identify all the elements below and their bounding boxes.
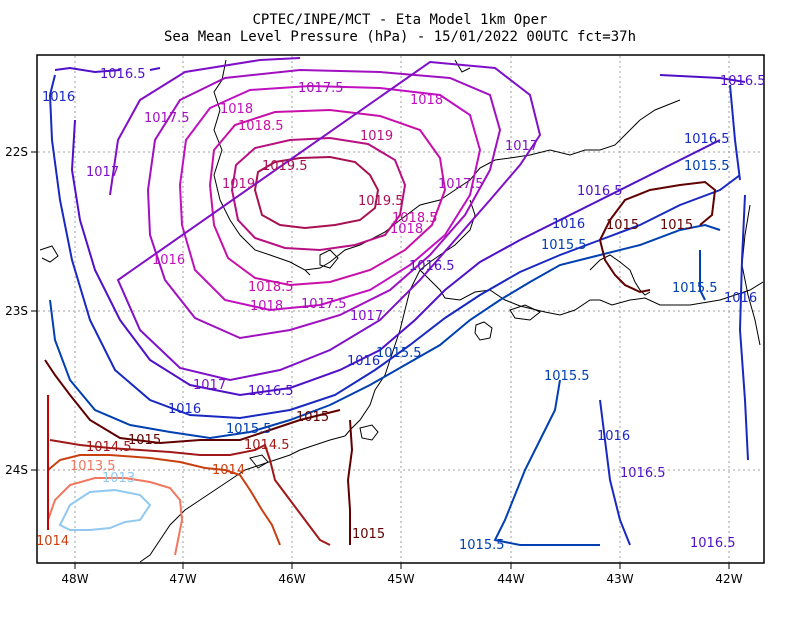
contour-label: 1016.5 xyxy=(690,536,736,551)
contour-label: 1016 xyxy=(724,291,757,306)
contour-label: 1016.5 xyxy=(409,259,455,274)
contour-label: 1017 xyxy=(350,309,383,324)
contour-label: 1015.5 xyxy=(672,281,718,296)
contour-label: 1015.5 xyxy=(376,346,422,361)
contour-label: 1018.5 xyxy=(392,211,438,226)
contour-label: 1014 xyxy=(36,534,69,549)
contour-label: 1016.5 xyxy=(720,74,766,89)
contour-label: 1014.5 xyxy=(86,440,132,455)
isobar-1019 xyxy=(230,136,407,252)
contour-label: 1015.5 xyxy=(226,422,272,437)
contour-label: 1019 xyxy=(222,177,255,192)
lon-label-43w: 43W xyxy=(606,572,633,586)
contour-label: 1016.5 xyxy=(684,132,730,147)
isobars xyxy=(44,57,749,556)
isobar-1015-5 xyxy=(49,223,721,546)
contour-label: 1018 xyxy=(410,93,443,108)
axis-ticks xyxy=(31,151,730,569)
lat-label-22s: 22S xyxy=(5,145,28,159)
contour-label: 1014 xyxy=(212,463,245,478)
contour-label: 1015 xyxy=(606,218,639,233)
contour-label: 1019.5 xyxy=(262,159,308,174)
isobar-1019-5 xyxy=(253,155,380,230)
isobar-1014-5 xyxy=(49,439,331,546)
contour-label: 1018 xyxy=(390,222,423,237)
isobar-1018-5 xyxy=(208,108,447,287)
coastline xyxy=(39,59,764,563)
contour-label: 1018.5 xyxy=(248,280,294,295)
contour-label: 1016 xyxy=(347,354,380,369)
contour-labels: 1016.5 1016 1017.5 1017 1018 1018.5 1019… xyxy=(36,67,766,553)
contour-label: 1015.5 xyxy=(541,238,587,253)
lon-label-45w: 45W xyxy=(387,572,414,586)
isobar-1017-5 xyxy=(146,68,502,340)
contour-label: 1015.5 xyxy=(544,369,590,384)
lon-label-42w: 42W xyxy=(715,572,742,586)
contour-label: 1014.5 xyxy=(244,438,290,453)
contour-label: 1015 xyxy=(352,527,385,542)
lat-label-23s: 23S xyxy=(5,304,28,318)
contour-label: 1015 xyxy=(296,410,329,425)
lon-label-48w: 48W xyxy=(61,572,88,586)
isobar-1014 xyxy=(47,454,281,546)
isobar-1013-5 xyxy=(47,477,184,556)
contour-label: 1017 xyxy=(505,139,538,154)
contour-label: 1019 xyxy=(360,129,393,144)
lat-label-24s: 24S xyxy=(5,463,28,477)
lon-label-46w: 46W xyxy=(278,572,305,586)
contour-label: 1017.5 xyxy=(144,111,190,126)
contour-label: 1017 xyxy=(86,165,119,180)
contour-label: 1016 xyxy=(42,90,75,105)
isobar-1018 xyxy=(178,84,482,312)
contour-label: 1017.5 xyxy=(301,297,347,312)
contour-label: 1015 xyxy=(128,433,161,448)
contour-label: 1017.5 xyxy=(298,81,344,96)
contour-label: 1016 xyxy=(152,253,185,268)
map-title-line-1: CPTEC/INPE/MCT - Eta Model 1km Oper xyxy=(252,12,548,28)
contour-label: 1016.5 xyxy=(577,184,623,199)
map-title-line-2: Sea Mean Level Pressure (hPa) - 15/01/20… xyxy=(163,29,636,45)
contour-label: 1017.5 xyxy=(438,177,484,192)
contour-label: 1013 xyxy=(102,471,135,486)
isobar-1013 xyxy=(58,488,152,531)
contour-label: 1015.5 xyxy=(459,538,505,553)
contour-label: 1016.5 xyxy=(248,384,294,399)
longitude-labels: 48W 47W 46W 45W 44W 43W 42W xyxy=(61,572,742,586)
latitude-labels: 22S 23S 24S xyxy=(5,145,28,477)
lon-label-47w: 47W xyxy=(169,572,196,586)
isobar-1016 xyxy=(48,74,749,546)
map-grid xyxy=(38,56,763,562)
contour-label: 1015.5 xyxy=(684,159,730,174)
isobar-1017 xyxy=(109,57,542,382)
contour-label: 1016 xyxy=(597,429,630,444)
contour-label: 1015 xyxy=(660,218,693,233)
contour-label: 1019.5 xyxy=(358,194,404,209)
contour-label: 1016 xyxy=(552,217,585,232)
contour-label: 1013.5 xyxy=(70,459,116,474)
contour-label: 1017 xyxy=(193,378,226,393)
isobar-1015 xyxy=(44,180,717,545)
lon-label-44w: 44W xyxy=(497,572,524,586)
contour-label: 1016 xyxy=(168,402,201,417)
contour-label: 1016.5 xyxy=(100,67,146,82)
contour-label: 1018 xyxy=(220,102,253,117)
contour-label: 1016.5 xyxy=(620,466,666,481)
contour-label: 1018.5 xyxy=(238,119,284,134)
contour-label: 1018 xyxy=(250,299,283,314)
isobar-1016-5 xyxy=(54,66,746,397)
map-frame xyxy=(36,54,765,564)
